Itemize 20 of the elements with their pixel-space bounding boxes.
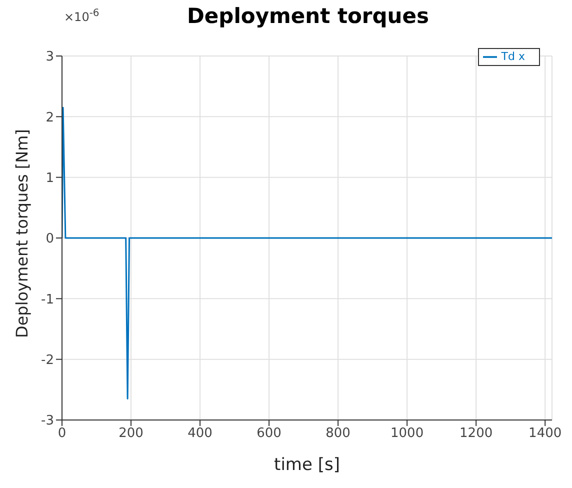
y-axis-title: Deployment torques [Nm] bbox=[12, 129, 32, 338]
chart-title: Deployment torques bbox=[187, 4, 429, 28]
x-tick-label: 200 bbox=[118, 426, 144, 442]
y-tick-label: -3 bbox=[41, 414, 54, 429]
x-tick-label: 800 bbox=[326, 426, 350, 442]
y-tick-label: 1 bbox=[46, 170, 54, 186]
x-axis-title: time [s] bbox=[274, 455, 340, 475]
x-tick-label: 0 bbox=[58, 426, 66, 442]
x-tick-label: 1200 bbox=[460, 426, 493, 442]
y-tick-label: 0 bbox=[46, 232, 54, 247]
y-tick-label: 3 bbox=[46, 50, 54, 65]
x-tick-label: 400 bbox=[188, 426, 212, 442]
y-tick-label: 2 bbox=[46, 110, 54, 126]
text: ×10$^{-6}$ bbox=[64, 8, 100, 24]
x-tick-label: 1000 bbox=[390, 426, 424, 442]
x-tick-label: 600 bbox=[256, 426, 282, 442]
legend-label: Td x bbox=[501, 50, 525, 64]
y-tick-label: -2 bbox=[41, 352, 54, 368]
x-tick-label: 1400 bbox=[528, 426, 562, 442]
y-tick-label: -1 bbox=[41, 292, 54, 308]
